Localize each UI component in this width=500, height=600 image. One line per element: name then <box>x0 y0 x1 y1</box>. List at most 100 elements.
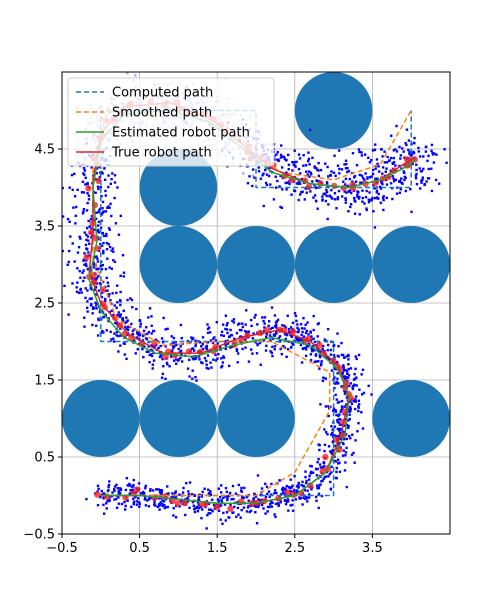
particle-point <box>91 323 94 327</box>
particle-point <box>97 289 101 292</box>
particle-point <box>212 337 215 340</box>
particle-point <box>359 181 362 184</box>
particle-point <box>191 377 194 380</box>
particle-point <box>357 405 360 408</box>
particle-point <box>255 522 259 525</box>
particle-point <box>297 486 300 489</box>
particle-point <box>352 399 355 403</box>
obstacle-circle <box>217 380 295 457</box>
particle-point <box>137 482 141 485</box>
particle-point <box>226 342 230 345</box>
particle-point <box>217 352 220 356</box>
particle-point <box>173 491 177 494</box>
particle-point <box>304 331 308 335</box>
particle-point <box>430 149 433 153</box>
particle-point <box>286 500 289 503</box>
particle-point <box>419 170 423 173</box>
particle-point <box>342 431 346 434</box>
particle-point <box>121 317 124 321</box>
particle-point <box>338 413 341 416</box>
particle-point <box>216 357 219 360</box>
particle-point <box>97 210 100 214</box>
particle-point <box>316 461 319 464</box>
particle-point <box>94 304 98 307</box>
particle-point <box>242 496 246 500</box>
particle-point <box>289 478 292 481</box>
particle-point <box>331 448 334 452</box>
particle-point <box>269 327 273 330</box>
particle-point <box>286 498 290 501</box>
particle-point <box>343 469 347 472</box>
particle-point <box>342 353 345 357</box>
particle-point <box>285 355 288 359</box>
particle-point <box>163 504 166 507</box>
particle-point <box>374 167 377 171</box>
particle-point <box>408 152 411 156</box>
particle-point <box>348 434 351 438</box>
particle-point <box>453 165 455 167</box>
particle-point <box>348 413 351 416</box>
particle-point <box>293 161 296 164</box>
particle-point <box>93 277 96 281</box>
particle-point <box>259 363 262 366</box>
particle-point <box>379 201 383 205</box>
particle-point <box>232 318 236 321</box>
particle-point <box>347 210 350 213</box>
particle-point <box>156 505 160 509</box>
particle-point <box>346 426 350 430</box>
particle-point <box>308 478 311 481</box>
particle-point <box>333 154 336 157</box>
particle-point <box>186 497 189 500</box>
particle-point <box>105 276 108 280</box>
particle-point <box>124 325 127 329</box>
particle-point <box>233 505 236 509</box>
particle-point <box>205 359 208 363</box>
particle-point <box>73 172 76 176</box>
particle-point <box>325 190 329 194</box>
particle-point <box>322 461 326 465</box>
particle-point <box>300 333 303 337</box>
particle-point <box>197 501 200 504</box>
particle-point <box>355 384 358 387</box>
particle-point <box>304 187 307 190</box>
particle-point <box>319 483 322 486</box>
particle-point <box>271 354 274 358</box>
particle-point <box>128 492 131 496</box>
particle-point <box>168 365 171 368</box>
particle-point <box>391 175 394 178</box>
particle-point <box>148 360 151 364</box>
particle-point <box>360 411 363 414</box>
particle-point <box>114 222 118 225</box>
particle-point <box>360 174 364 177</box>
particle-point <box>117 233 121 236</box>
particle-point <box>357 421 360 425</box>
particle-point <box>302 316 305 320</box>
particle-point <box>153 501 156 504</box>
particle-point <box>268 320 271 323</box>
particle-point <box>278 335 282 338</box>
particle-point <box>115 506 119 510</box>
particle-point <box>358 173 361 177</box>
particle-point <box>126 72 129 75</box>
particle-point <box>216 342 219 345</box>
particle-point <box>131 306 134 309</box>
particle-point <box>170 496 173 499</box>
particle-point <box>282 155 286 159</box>
particle-point <box>123 500 126 504</box>
particle-point <box>144 484 147 488</box>
particle-point <box>304 170 308 173</box>
particle-point <box>293 164 297 167</box>
particle-point <box>87 219 90 223</box>
particle-point <box>312 314 315 318</box>
particle-point <box>345 446 348 450</box>
particle-point <box>373 226 377 229</box>
particle-point <box>98 175 102 179</box>
particle-point <box>306 489 309 492</box>
particle-point <box>107 483 111 487</box>
particle-point <box>201 342 204 346</box>
particle-point <box>123 353 127 356</box>
particle-point <box>384 170 387 173</box>
particle-point <box>126 319 129 322</box>
particle-point <box>126 328 130 332</box>
particle-point <box>407 139 411 142</box>
